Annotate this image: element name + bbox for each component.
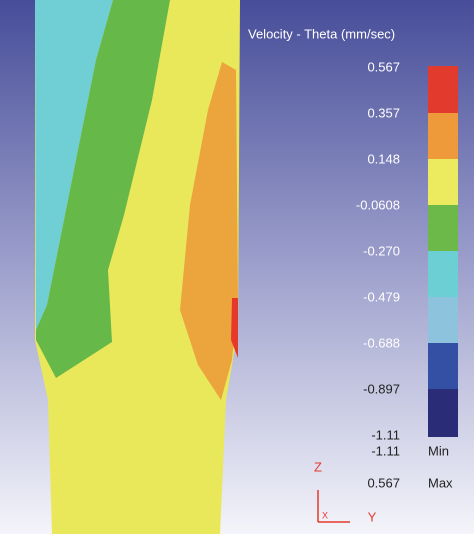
max-label: Max (428, 475, 453, 490)
colorbar (428, 66, 458, 437)
colorbar-segment (428, 205, 458, 251)
legend-label: -1.11 (371, 427, 400, 442)
legend-label: -0.688 (363, 335, 400, 350)
min-label: Min (428, 443, 449, 458)
region-red (231, 298, 238, 358)
colorbar-segment (428, 113, 458, 159)
colorbar-segment (428, 159, 458, 205)
legend-label: 0.148 (367, 151, 400, 166)
colorbar-segment (428, 297, 458, 343)
min-value: -1.11 (371, 443, 400, 458)
x-label: X (322, 510, 328, 520)
legend-label: -0.479 (363, 289, 400, 304)
region-green (36, 0, 170, 378)
legend-title: Velocity - Theta (mm/sec) (248, 26, 395, 41)
legend-label: 0.567 (367, 59, 400, 74)
legend-labels: 0.567 0.357 0.148 -0.0608 -0.270 -0.479 -0.688… (356, 59, 400, 442)
colorbar-segment (428, 66, 458, 113)
legend-label: -0.270 (363, 243, 400, 258)
colorbar-segment (428, 343, 458, 389)
legend-label: -0.897 (363, 381, 400, 396)
axis-triad: Z Y X (314, 459, 377, 524)
region-cyan (35, 0, 113, 330)
y-label: Y (368, 509, 377, 524)
legend-label: 0.357 (367, 105, 400, 120)
model (35, 0, 240, 534)
z-label: Z (314, 459, 322, 474)
max-value: 0.567 (367, 475, 400, 490)
region-orange (180, 62, 238, 400)
colorbar-segment (428, 389, 458, 437)
colorbar-segment (428, 251, 458, 297)
legend-label: -0.0608 (356, 197, 400, 212)
